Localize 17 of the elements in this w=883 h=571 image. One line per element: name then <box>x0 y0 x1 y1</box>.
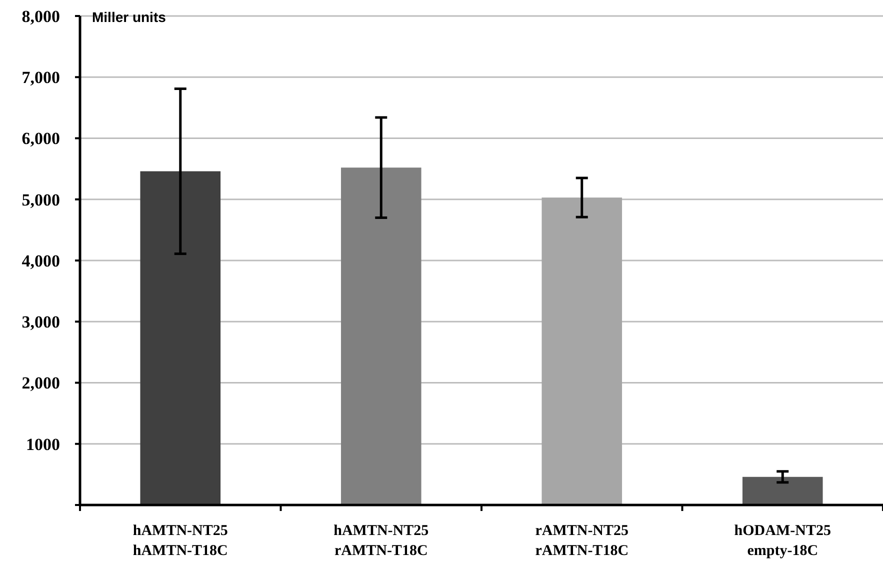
x-tick-label: rAMTN-NT25 rAMTN-T18C <box>535 523 629 559</box>
bar <box>140 171 221 505</box>
bar <box>742 476 823 505</box>
y-tick-label: 1000 <box>26 434 60 454</box>
y-tick-label: 2,000 <box>22 374 60 393</box>
y-tick-label: 7,000 <box>22 68 60 88</box>
bar <box>542 198 622 505</box>
bar <box>340 168 422 505</box>
x-tick-label: hODAM-NT25 empty-18C <box>734 523 831 559</box>
x-tick-label: hAMTN-NT25 rAMTN-T18C <box>334 523 429 559</box>
y-tick-label: 3,000 <box>22 312 60 332</box>
y-tick-label: 8,000 <box>22 6 60 26</box>
y-tick-label: 4,000 <box>22 251 60 270</box>
y-tick-label: 5,000 <box>22 190 60 210</box>
y-tick-label: 6,000 <box>22 129 60 148</box>
y-axis-title: Miller units <box>92 9 166 25</box>
x-tick-label: hAMTN-NT25 hAMTN-T18C <box>132 523 228 559</box>
